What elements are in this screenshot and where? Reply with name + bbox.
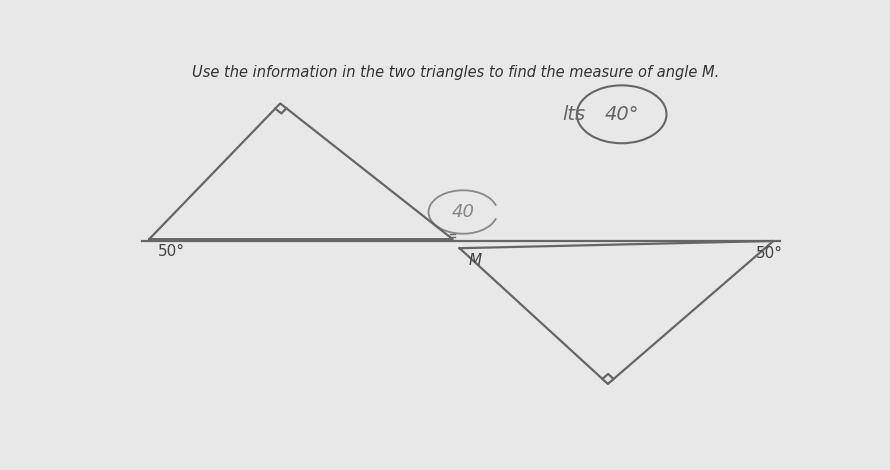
Text: 50°: 50° <box>756 246 783 261</box>
Text: Use the information in the two triangles to find the measure of angle M.: Use the information in the two triangles… <box>192 65 720 80</box>
Text: 50°: 50° <box>158 244 185 259</box>
Text: 40°: 40° <box>604 105 639 124</box>
Text: 40: 40 <box>451 203 474 221</box>
Text: lts: lts <box>562 105 585 124</box>
Text: M: M <box>468 253 481 268</box>
